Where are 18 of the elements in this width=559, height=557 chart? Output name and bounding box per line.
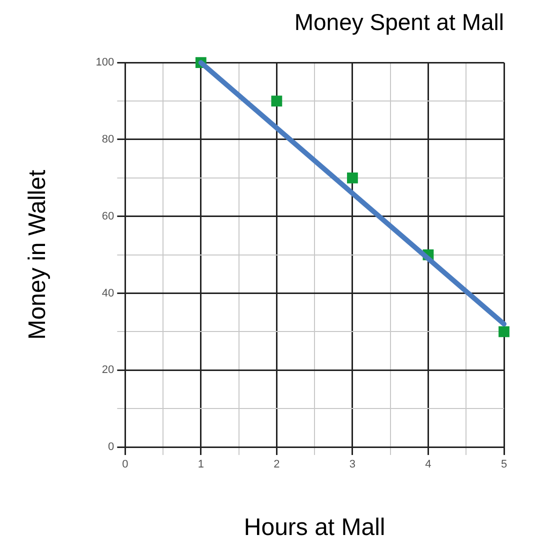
y-tick-label: 20 (102, 364, 114, 376)
x-tick-label: 4 (425, 458, 432, 471)
y-tick-label: 40 (102, 287, 114, 300)
x-tick-label: 1 (198, 458, 204, 471)
x-axis-title: Hours at Mall (244, 514, 386, 542)
y-axis-title: Money in Wallet (24, 170, 52, 340)
x-tick-label: 3 (349, 458, 356, 471)
y-tick-label: 0 (108, 441, 114, 454)
y-tick-label: 100 (96, 56, 114, 69)
x-tick-label: 0 (122, 458, 128, 471)
x-tick-label: 5 (500, 458, 508, 471)
x-tick-label: 2 (274, 458, 280, 471)
chart-title: Money Spent at Mall (294, 9, 504, 36)
point (347, 172, 358, 184)
y-tick-label: 60 (102, 210, 114, 222)
point (271, 96, 282, 106)
y-tick-label: 80 (102, 134, 114, 146)
point (498, 326, 510, 338)
